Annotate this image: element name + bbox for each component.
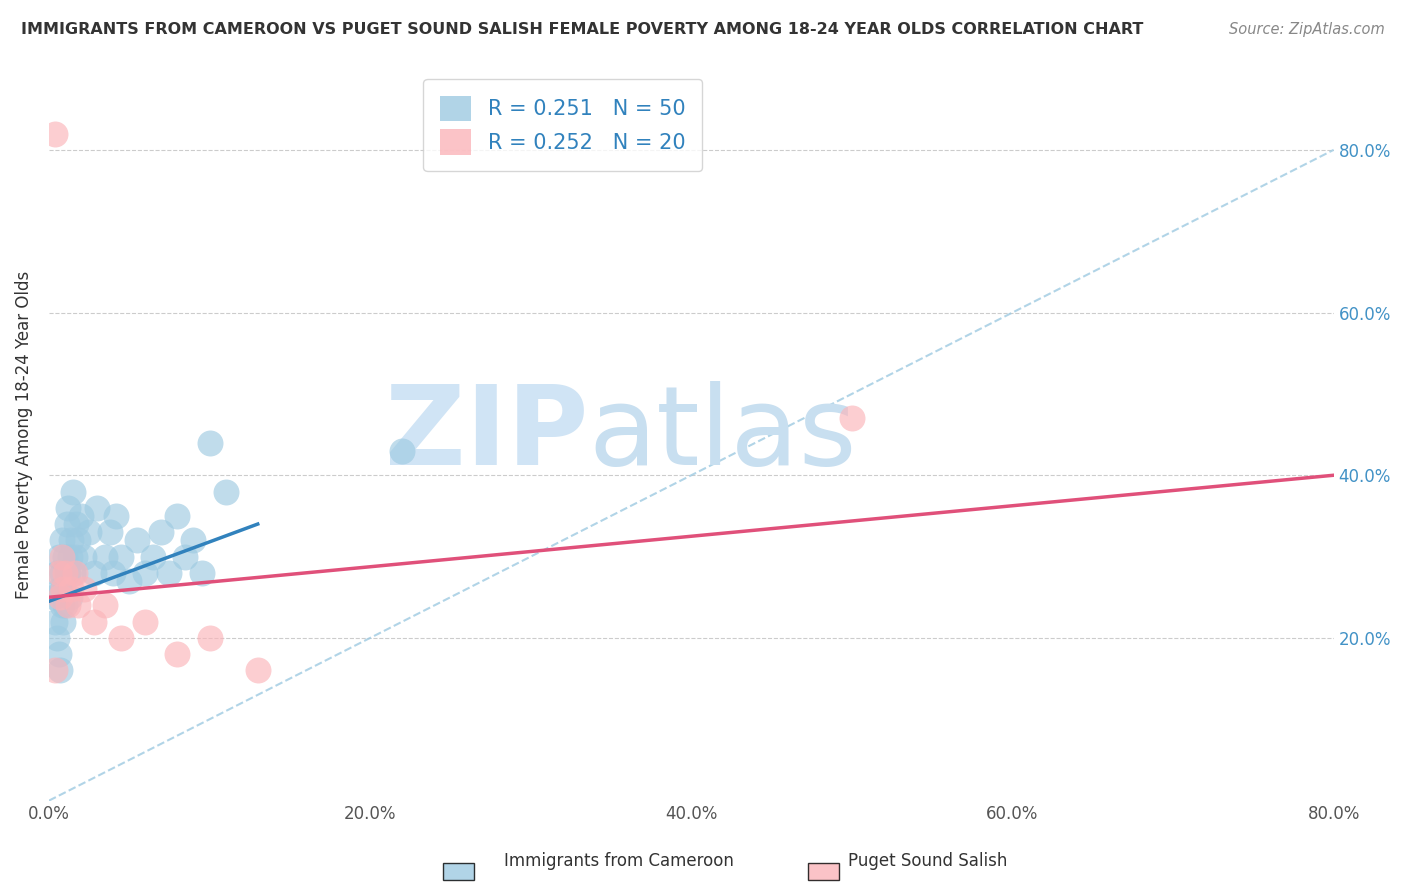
Point	[83, 615, 105, 629]
Point	[63, 566, 86, 580]
Point	[44, 127, 66, 141]
Point	[103, 566, 125, 580]
Point	[53, 599, 76, 613]
Point	[127, 533, 149, 548]
Text: IMMIGRANTS FROM CAMEROON VS PUGET SOUND SALISH FEMALE POVERTY AMONG 18-24 YEAR O: IMMIGRANTS FROM CAMEROON VS PUGET SOUND …	[21, 22, 1143, 37]
Point	[51, 599, 73, 613]
Point	[110, 631, 132, 645]
Point	[58, 599, 80, 613]
Legend: R = 0.251   N = 50, R = 0.252   N = 20: R = 0.251 N = 50, R = 0.252 N = 20	[423, 78, 702, 171]
Point	[246, 664, 269, 678]
Point	[66, 599, 89, 613]
Point	[166, 647, 188, 661]
Point	[134, 615, 156, 629]
Point	[60, 582, 83, 596]
Point	[198, 435, 221, 450]
Point	[77, 525, 100, 540]
Text: Puget Sound Salish: Puget Sound Salish	[848, 852, 1008, 870]
Point	[55, 516, 77, 531]
Point	[183, 533, 205, 548]
Point	[86, 500, 108, 515]
Point	[51, 566, 73, 580]
Point	[42, 591, 65, 605]
Point	[52, 615, 75, 629]
Point	[60, 533, 83, 548]
Point	[46, 566, 69, 580]
Point	[73, 582, 96, 596]
Point	[44, 615, 66, 629]
Point	[841, 411, 863, 425]
Point	[58, 566, 80, 580]
Point	[110, 549, 132, 564]
Point	[48, 566, 70, 580]
Point	[48, 549, 70, 564]
Point	[70, 508, 93, 523]
Point	[94, 599, 117, 613]
Point	[59, 549, 82, 564]
Point	[59, 591, 82, 605]
Point	[142, 549, 165, 564]
Point	[44, 664, 66, 678]
Point	[94, 549, 117, 564]
Point	[98, 525, 121, 540]
Point	[53, 549, 76, 564]
Point	[63, 549, 86, 564]
Point	[83, 566, 105, 580]
Point	[49, 582, 72, 596]
Text: ZIP: ZIP	[385, 381, 589, 488]
Point	[73, 549, 96, 564]
Point	[51, 549, 73, 564]
Point	[62, 566, 84, 580]
Point	[66, 533, 89, 548]
Point	[48, 647, 70, 661]
Point	[150, 525, 173, 540]
Point	[134, 566, 156, 580]
Point	[391, 443, 413, 458]
Point	[198, 631, 221, 645]
Point	[55, 566, 77, 580]
Point	[62, 484, 84, 499]
Point	[51, 533, 73, 548]
Point	[52, 582, 75, 596]
Point	[49, 591, 72, 605]
Point	[166, 508, 188, 523]
Y-axis label: Female Poverty Among 18-24 Year Olds: Female Poverty Among 18-24 Year Olds	[15, 270, 32, 599]
Point	[53, 566, 76, 580]
Point	[52, 582, 75, 596]
Point	[157, 566, 180, 580]
Point	[46, 631, 69, 645]
Point	[65, 516, 87, 531]
Point	[190, 566, 212, 580]
Point	[174, 549, 197, 564]
Text: Source: ZipAtlas.com: Source: ZipAtlas.com	[1229, 22, 1385, 37]
Point	[118, 574, 141, 588]
Point	[58, 500, 80, 515]
Text: Immigrants from Cameroon: Immigrants from Cameroon	[503, 852, 734, 870]
Point	[105, 508, 128, 523]
Point	[49, 664, 72, 678]
Point	[214, 484, 236, 499]
Text: atlas: atlas	[589, 381, 858, 488]
